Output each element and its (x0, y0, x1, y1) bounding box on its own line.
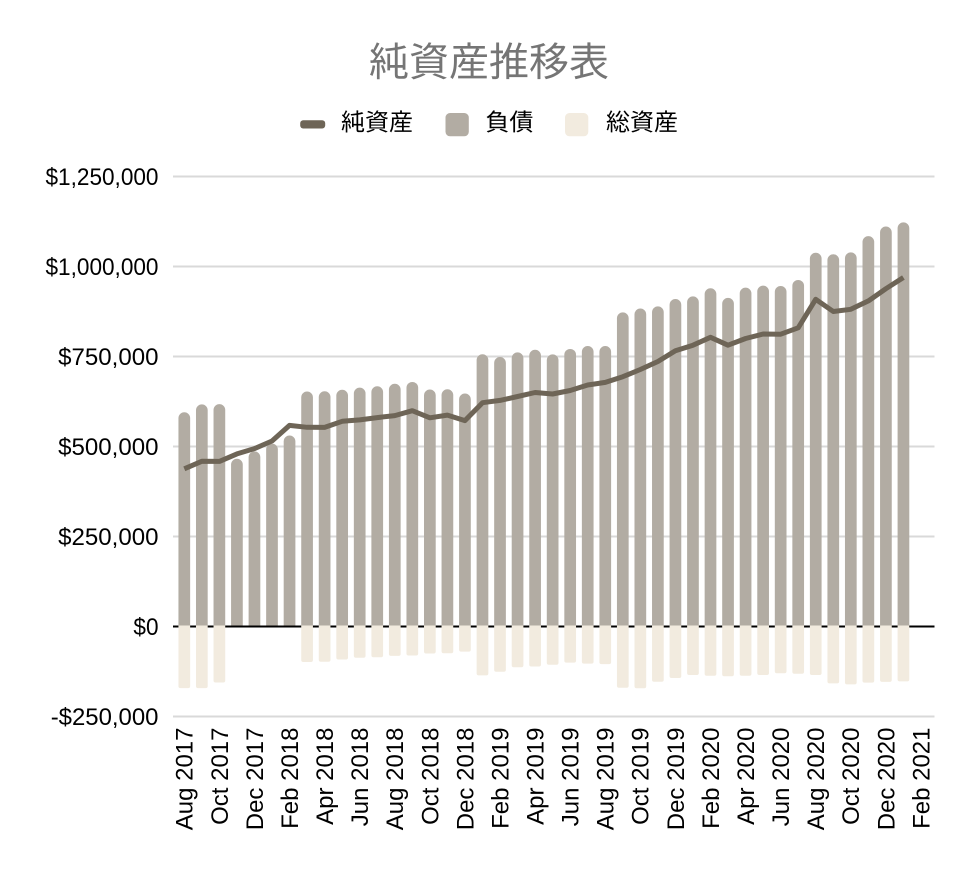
svg-text:Oct 2018: Oct 2018 (417, 728, 444, 825)
svg-text:Apr 2020: Apr 2020 (733, 728, 760, 825)
svg-text:Dec 2019: Dec 2019 (663, 728, 690, 831)
svg-text:$1,000,000: $1,000,000 (46, 254, 159, 281)
svg-text:$250,000: $250,000 (58, 524, 158, 551)
svg-text:Dec 2018: Dec 2018 (452, 728, 479, 831)
svg-text:Aug 2020: Aug 2020 (803, 728, 830, 831)
svg-text:Oct 2017: Oct 2017 (207, 728, 234, 825)
svg-text:Oct 2019: Oct 2019 (628, 728, 655, 825)
svg-text:Aug 2017: Aug 2017 (172, 728, 199, 831)
svg-text:Jun 2020: Jun 2020 (768, 728, 795, 827)
svg-text:Dec 2020: Dec 2020 (873, 728, 900, 831)
svg-text:Feb 2019: Feb 2019 (487, 728, 514, 829)
svg-text:$0: $0 (133, 614, 158, 641)
svg-text:-$250,000: -$250,000 (51, 704, 159, 731)
svg-text:Dec 2017: Dec 2017 (242, 728, 269, 831)
svg-text:$750,000: $750,000 (58, 344, 158, 371)
svg-text:$1,250,000: $1,250,000 (46, 164, 159, 191)
svg-text:Apr 2019: Apr 2019 (523, 728, 550, 825)
svg-text:Aug 2018: Aug 2018 (382, 728, 409, 831)
svg-text:Feb 2020: Feb 2020 (698, 728, 725, 829)
svg-text:$500,000: $500,000 (58, 434, 158, 461)
svg-text:Oct 2020: Oct 2020 (838, 728, 865, 825)
svg-text:Jun 2018: Jun 2018 (347, 728, 374, 827)
svg-text:Feb 2021: Feb 2021 (908, 728, 935, 829)
svg-text:Feb 2018: Feb 2018 (277, 728, 304, 829)
svg-text:Apr 2018: Apr 2018 (312, 728, 339, 825)
svg-text:Jun 2019: Jun 2019 (558, 728, 585, 827)
svg-text:Aug 2019: Aug 2019 (593, 728, 620, 831)
